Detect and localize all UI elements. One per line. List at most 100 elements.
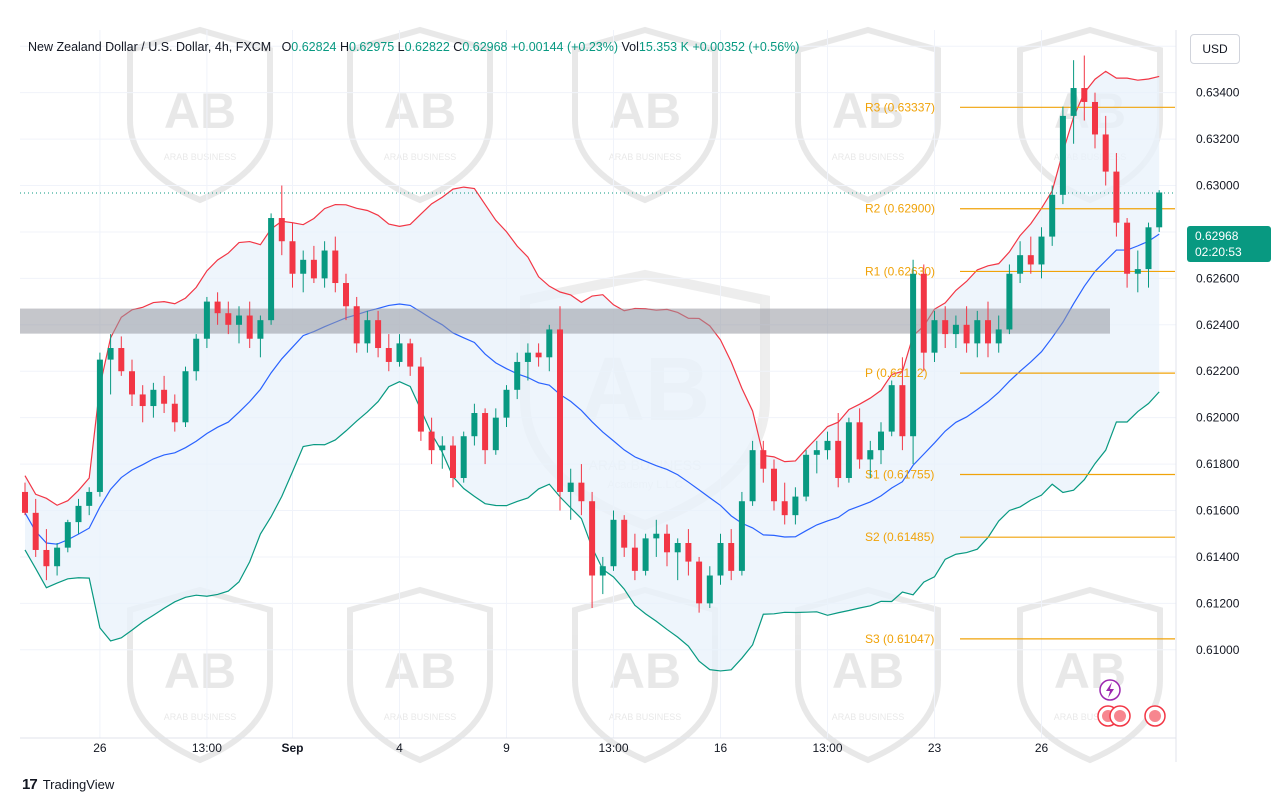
candle	[1006, 264, 1013, 335]
candle-body	[867, 450, 874, 460]
candle-body	[107, 348, 114, 360]
event-icons[interactable]	[1097, 679, 1166, 727]
candle	[193, 334, 200, 381]
candle-body	[664, 533, 670, 553]
candle-body	[696, 561, 703, 604]
upper-band-line	[24, 70, 1160, 506]
candle	[792, 487, 799, 525]
candle-body	[86, 491, 93, 506]
candle-body	[96, 359, 103, 492]
candle	[375, 310, 382, 358]
candle-body	[471, 413, 478, 437]
candle	[161, 375, 168, 414]
candle	[139, 385, 146, 423]
last-price-value: 0.62968	[1195, 229, 1239, 243]
candle	[150, 382, 157, 418]
candle	[289, 222, 296, 288]
candle	[1145, 222, 1152, 288]
candle-body	[1102, 134, 1109, 172]
candle	[803, 450, 810, 502]
candle-body	[150, 389, 157, 407]
candle-body	[22, 491, 28, 513]
candle-body	[1017, 255, 1024, 274]
price-tick-label: 0.63200	[1196, 132, 1240, 146]
candle	[1092, 92, 1098, 149]
candle-body	[514, 361, 521, 390]
candle-body	[674, 543, 681, 553]
candle	[268, 213, 275, 325]
currency-button[interactable]: USD	[1190, 34, 1240, 64]
time-tick-label: 9	[503, 741, 510, 755]
candle-body	[1092, 101, 1098, 135]
candle-body	[546, 329, 553, 358]
candle-body	[963, 324, 970, 344]
price-tick-label: 0.63400	[1196, 86, 1240, 100]
candle	[1156, 190, 1163, 232]
candle	[760, 440, 767, 483]
pivot-label: R3 (0.63337)	[865, 100, 935, 114]
candle-body	[1038, 236, 1045, 265]
candle-body	[792, 496, 799, 516]
candle	[1124, 218, 1131, 288]
candle	[674, 538, 681, 581]
candle	[696, 556, 703, 613]
candle-body	[931, 320, 938, 353]
open-value: 0.62824	[291, 40, 337, 54]
candle	[343, 273, 349, 321]
time-axis[interactable]: 26 13:00 Sep 4 9 13:00 16 13:00 23 26	[20, 737, 1176, 755]
candle	[642, 533, 649, 576]
candle-body	[856, 422, 863, 460]
candle-body	[749, 450, 756, 502]
candle-body	[567, 482, 574, 492]
candle	[631, 533, 638, 581]
candle-body	[942, 320, 949, 335]
candle-body	[899, 385, 906, 437]
candle-body	[888, 385, 895, 432]
change-value: +0.00144 (+0.23%)	[511, 40, 619, 54]
candle-body	[407, 343, 414, 367]
candle-body	[321, 250, 328, 279]
candle	[535, 343, 542, 367]
candle-body	[118, 348, 125, 372]
price-tick-label: 0.62400	[1196, 318, 1240, 332]
watermark-shield	[127, 26, 273, 204]
price-tick-label: 0.61600	[1196, 504, 1240, 518]
candle	[96, 352, 103, 497]
watermark-logo-icon: AB ARAB BUSINESS	[347, 586, 493, 764]
symbol-title[interactable]: New Zealand Dollar / U.S. Dollar, 4h, FX…	[28, 40, 272, 54]
candle	[824, 431, 831, 460]
candle	[428, 417, 435, 465]
candle-body	[492, 417, 499, 451]
candle-body	[524, 352, 531, 362]
low-value: 0.62822	[404, 40, 450, 54]
last-price-badge: 0.62968 02:20:53	[1187, 226, 1271, 262]
candle	[107, 334, 114, 395]
time-tick-label: Sep	[281, 741, 303, 755]
watermark-letters: AB	[164, 83, 236, 139]
candle-body	[450, 445, 456, 479]
candle	[1081, 55, 1088, 121]
candle	[482, 408, 489, 465]
candle	[717, 533, 724, 585]
candle	[1059, 106, 1066, 205]
volume-value: 15.353 K	[638, 40, 689, 54]
pivot-label: R2 (0.62900)	[865, 202, 935, 216]
price-axis[interactable]: 0.636000.634000.632000.630000.628000.626…	[1175, 30, 1240, 762]
candle	[524, 343, 531, 381]
pivot-label: S1 (0.61755)	[865, 468, 934, 482]
candle	[867, 440, 874, 479]
candle-body	[738, 501, 745, 571]
watermark-logo-icon: AB ARAB BUSINESS	[795, 586, 941, 764]
volume-label: Vol	[621, 40, 639, 54]
candle	[471, 403, 478, 446]
candle-body	[460, 436, 467, 479]
candle-body	[878, 431, 884, 451]
candle-body	[845, 422, 852, 479]
symbol-header: New Zealand Dollar / U.S. Dollar, 4h, FX…	[28, 40, 799, 54]
candle-body	[310, 259, 317, 279]
candle	[1049, 185, 1056, 246]
candle	[910, 259, 917, 465]
tradingview-footer[interactable]: 17 TradingView	[22, 776, 114, 793]
watermark-letters: AB	[164, 643, 236, 699]
